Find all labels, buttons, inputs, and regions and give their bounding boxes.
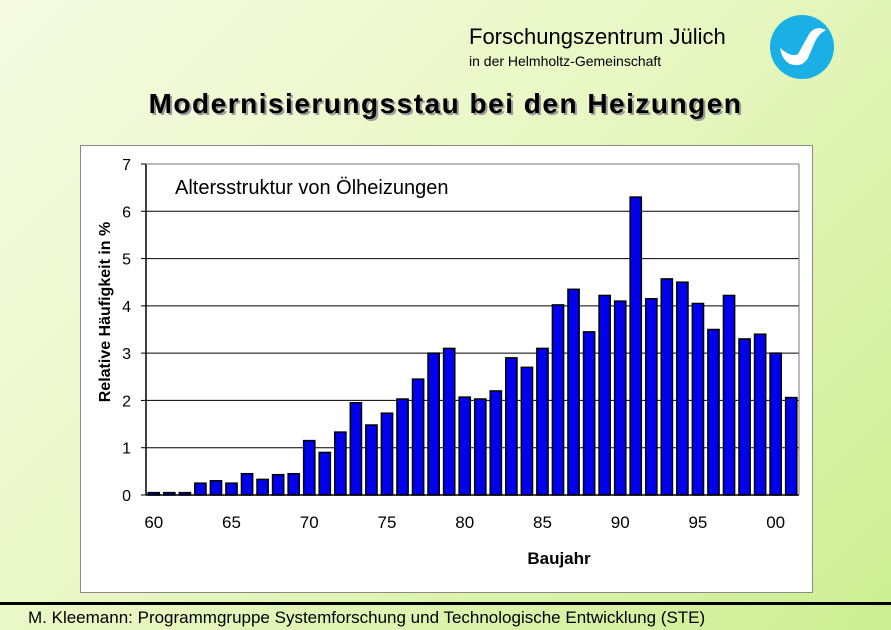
bar-1982	[489, 390, 503, 496]
bar-1984	[520, 366, 534, 496]
bar-1994	[676, 281, 689, 496]
bar-1988	[582, 331, 596, 496]
bar-1977	[411, 378, 425, 496]
x-tick-label: 00	[766, 513, 785, 532]
x-tick-label: 65	[222, 513, 241, 532]
bar-1989	[598, 294, 611, 496]
bar-1983	[505, 357, 518, 496]
bar-1997	[722, 294, 736, 496]
x-tick-label: 75	[378, 513, 397, 532]
bar-1999	[753, 333, 767, 496]
y-tick-label: 4	[122, 299, 131, 316]
y-tick-label: 3	[122, 346, 131, 363]
bar-1963	[194, 482, 207, 496]
org-name: Forschungszentrum Jülich	[469, 24, 726, 49]
axes	[145, 163, 800, 496]
footer-text: M. Kleemann: Programmgruppe Systemforsch…	[28, 608, 706, 627]
bar-1987	[567, 288, 580, 496]
bar-1980	[458, 396, 472, 496]
y-tick-label: 0	[122, 488, 131, 505]
bar-1975	[380, 412, 394, 496]
y-tick-label: 7	[122, 157, 131, 174]
y-tick-label: 1	[122, 441, 131, 458]
bar-1969	[287, 472, 301, 496]
bar-1979	[442, 347, 456, 496]
bar-1966	[240, 472, 254, 496]
bar-1993	[660, 278, 674, 496]
y-axis-label: Relative Häufigkeit in %	[97, 222, 114, 403]
bar-2000	[769, 352, 783, 496]
bar-1972	[334, 431, 347, 496]
bar-1968	[271, 473, 285, 496]
bar-1978	[427, 352, 440, 496]
x-tick-label: 80	[455, 513, 474, 532]
y-tick-label: 2	[122, 393, 131, 410]
y-tick-label: 6	[122, 204, 131, 221]
fzj-logo-icon	[770, 15, 834, 79]
bar-1998	[738, 338, 751, 496]
x-tick-label: 90	[611, 513, 630, 532]
chart-panel: 0 1 2 3 4 5 6 7 60 65 70 75 80 85 90 95 00 Altersstrukt…	[80, 145, 813, 593]
bars	[147, 196, 798, 496]
x-tick-label: 70	[300, 513, 319, 532]
bar-1992	[644, 298, 658, 496]
slide-title: Modernisierungsstau bei den Heizungen	[148, 88, 743, 119]
bar-1964	[209, 480, 223, 496]
chart-title: Altersstruktur von Ölheizungen	[175, 177, 448, 199]
bar-1971	[318, 451, 332, 496]
bar-1973	[349, 402, 363, 496]
bar-1986	[551, 304, 565, 496]
y-tick-label: 5	[122, 252, 131, 269]
bar-1967	[256, 478, 269, 496]
bar-1976	[396, 398, 409, 496]
x-tick-labels: 60 65 70 75 80 85 90 95 00	[144, 513, 785, 532]
footer-divider	[0, 602, 891, 605]
bar-2001	[784, 396, 798, 496]
bar-1991	[629, 196, 643, 496]
org-subtitle: in der Helmholtz-Gemeinschaft	[469, 53, 662, 69]
bar-1985	[536, 347, 549, 496]
y-tick-labels: 0 1 2 3 4 5 6 7	[122, 157, 131, 505]
x-tick-label: 60	[144, 513, 163, 532]
bar-1970	[302, 439, 316, 496]
bar-1995	[691, 302, 705, 496]
bar-1965	[225, 482, 238, 496]
x-tick-label: 85	[533, 513, 552, 532]
bar-chart: 0 1 2 3 4 5 6 7 60 65 70 75 80 85 90 95 00 Altersstrukt…	[97, 157, 800, 568]
x-axis-label: Baujahr	[527, 549, 591, 568]
bar-1996	[707, 328, 720, 496]
x-tick-label: 95	[688, 513, 707, 532]
bar-1990	[613, 300, 627, 496]
bar-1981	[473, 398, 487, 496]
bar-1974	[365, 424, 378, 496]
